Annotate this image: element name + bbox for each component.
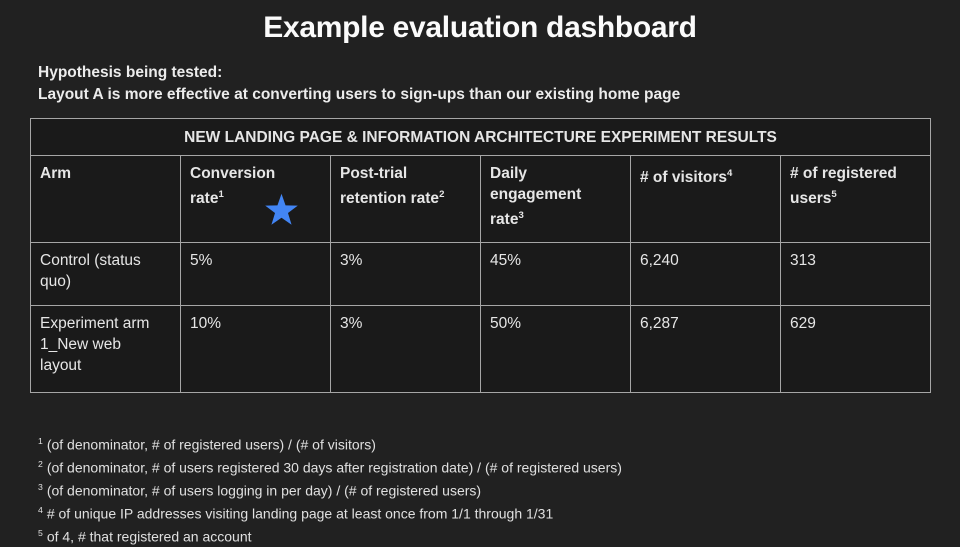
footnote-text: (of denominator, # of users registered 3… bbox=[46, 459, 622, 476]
column-header-daily-engagement-rate: Daily engagement rate3 bbox=[480, 155, 631, 243]
column-header-post-trial-retention-rate: Post-trial retention rate2 bbox=[330, 155, 481, 243]
superscript: 1 bbox=[218, 189, 224, 200]
footnote-marker: 2 bbox=[38, 459, 43, 470]
superscript: 2 bbox=[439, 189, 445, 200]
value-cell-engagement-rate: 45% bbox=[480, 242, 631, 306]
table-caption-row: NEW LANDING PAGE & INFORMATION ARCHITECT… bbox=[29, 118, 932, 156]
star-icon bbox=[265, 193, 298, 225]
footnote-marker: 3 bbox=[38, 482, 43, 493]
arm-label: Control (status quo) bbox=[40, 252, 141, 290]
table-row-experiment-arm-1: Experiment arm 1_New web layout 10% 3% 5… bbox=[30, 305, 932, 393]
value-cell-visitors: 6,287 bbox=[630, 305, 781, 393]
footnote-4: 4 # of unique IP addresses visiting landi… bbox=[38, 501, 622, 524]
column-header-conversion-rate: Conversion rate1 bbox=[180, 155, 331, 243]
hypothesis-block: Hypothesis being tested: Layout A is mor… bbox=[38, 62, 680, 106]
superscript: 3 bbox=[518, 210, 524, 221]
table-row-control: Control (status quo) 5% 3% 45% 6,240 313 bbox=[30, 242, 932, 306]
value-cell-retention-rate: 3% bbox=[330, 242, 481, 306]
footnote-text: (of denominator, # of registered users) … bbox=[46, 436, 376, 453]
footnotes: 1 (of denominator, # of registered users)… bbox=[38, 432, 622, 547]
superscript: 5 bbox=[831, 189, 837, 200]
hypothesis-label: Hypothesis being tested: bbox=[38, 64, 223, 81]
table-header-row: Arm Conversion rate1 Post-trial retentio… bbox=[30, 155, 932, 243]
footnote-1: 1 (of denominator, # of registered users)… bbox=[38, 432, 622, 455]
arm-cell: Experiment arm 1_New web layout bbox=[30, 305, 181, 393]
column-header-num-visitors: # of visitors4 bbox=[630, 155, 781, 243]
footnote-5: 5 of 4, # that registered an account bbox=[38, 524, 622, 547]
results-table: NEW LANDING PAGE & INFORMATION ARCHITECT… bbox=[29, 118, 932, 393]
arm-cell: Control (status quo) bbox=[30, 242, 181, 306]
hypothesis-text: Layout A is more effective at converting… bbox=[38, 86, 681, 103]
footnote-2: 2 (of denominator, # of users registered … bbox=[38, 455, 622, 478]
column-header-label: Daily engagement rate bbox=[490, 165, 582, 229]
value-cell-conversion-rate: 5% bbox=[180, 242, 331, 306]
footnote-marker: 1 bbox=[38, 436, 43, 446]
column-header-arm: Arm bbox=[30, 155, 181, 243]
footnote-text: of 4, # that registered an account bbox=[46, 528, 252, 545]
value-cell-visitors: 6,240 bbox=[630, 242, 781, 306]
column-header-num-registered-users: # of registered users5 bbox=[779, 155, 932, 243]
value-cell-conversion-rate: 10% bbox=[180, 305, 331, 393]
superscript: 4 bbox=[727, 168, 733, 179]
value-cell-retention-rate: 3% bbox=[330, 305, 481, 393]
value-cell-registered-users: 629 bbox=[779, 305, 932, 393]
column-header-label: # of registered users bbox=[790, 165, 897, 208]
footnote-text: # of unique IP addresses visiting landin… bbox=[46, 505, 554, 522]
value-cell-registered-users: 313 bbox=[779, 242, 932, 306]
page-title: Example evaluation dashboard bbox=[263, 11, 697, 44]
arm-label: Experiment arm 1_New web layout bbox=[40, 315, 150, 374]
footnote-3: 3 (of denominator, # of users logging in … bbox=[38, 478, 622, 501]
footnote-text: (of denominator, # of users logging in p… bbox=[46, 482, 482, 499]
column-header-label: Arm bbox=[40, 165, 72, 182]
value-cell-engagement-rate: 50% bbox=[480, 305, 631, 393]
column-header-label: Conversion rate bbox=[190, 165, 276, 208]
column-header-label: # of visitors bbox=[640, 169, 727, 187]
footnote-marker: 4 bbox=[38, 505, 43, 516]
table-caption: NEW LANDING PAGE & INFORMATION ARCHITECT… bbox=[29, 118, 932, 156]
column-header-label: Post-trial retention rate bbox=[340, 165, 440, 208]
footnote-marker: 5 bbox=[38, 528, 43, 539]
